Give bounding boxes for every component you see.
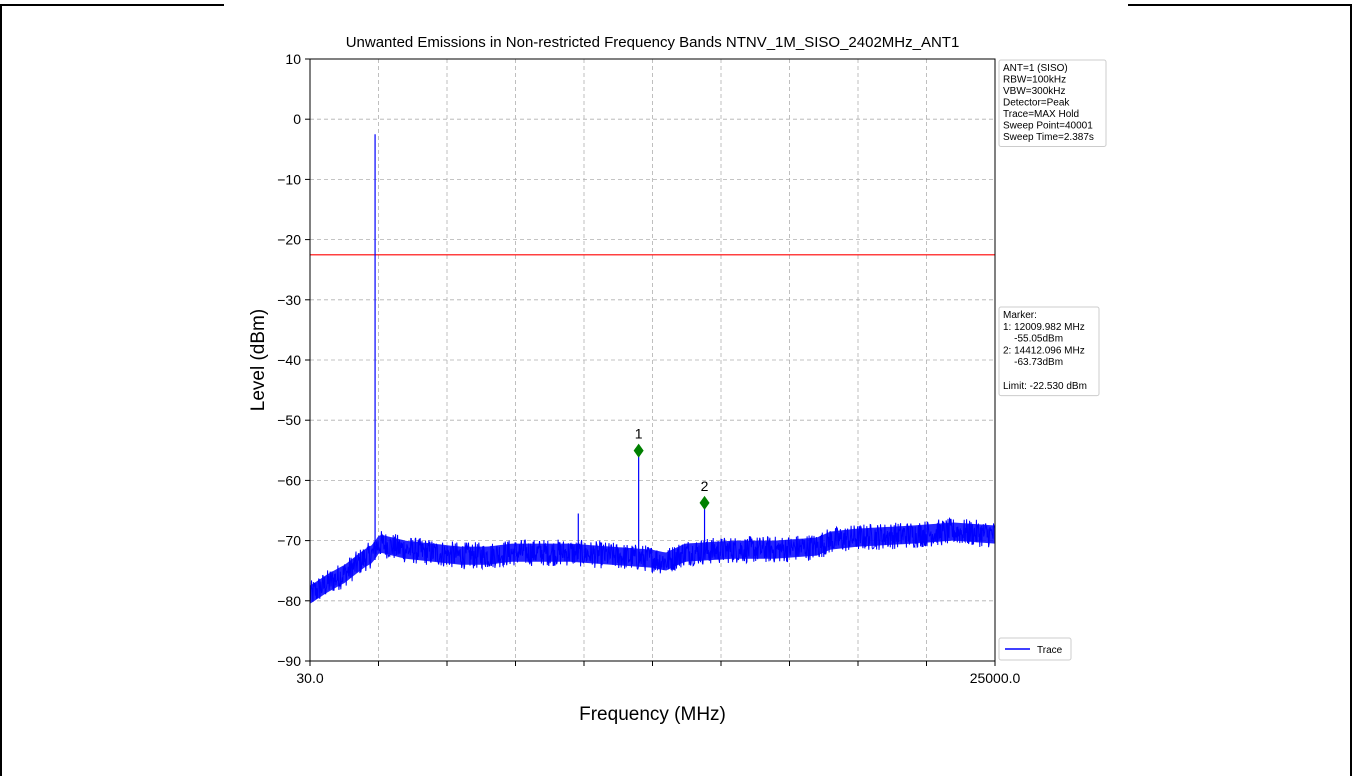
marker-diamond: [633, 443, 644, 458]
y-tick-label: −70: [277, 533, 301, 549]
marker-box-line: Limit: -22.530 dBm: [1003, 381, 1087, 392]
grid: [310, 59, 995, 661]
legend-frame: [998, 637, 1072, 661]
marker-box-frame: [998, 306, 1100, 397]
info-box-line: VBW=300kHz: [1003, 86, 1066, 97]
y-tick-label: −30: [277, 292, 301, 308]
info-box-line: Sweep Point=40001: [1003, 121, 1093, 132]
marker-label: 1: [635, 426, 643, 442]
trace-group: [309, 134, 996, 604]
x-axis-ticks: 30.0 25000.0: [296, 661, 1021, 686]
info-box-line: Trace=MAX Hold: [1003, 109, 1079, 120]
info-box-line: RBW=100kHz: [1003, 75, 1066, 86]
y-axis-label: Level (dBm): [248, 309, 269, 411]
y-tick-label: −60: [277, 472, 301, 488]
y-tick-label: −20: [277, 232, 301, 248]
y-axis-ticks: 10 0 −10 −20 −30 −40 −50 −60 −70 −80 −90: [277, 51, 310, 669]
marker-label: 2: [701, 478, 709, 494]
x-tick-label: 30.0: [296, 670, 323, 686]
marker-diamond: [699, 495, 710, 510]
frame-line-left: [0, 4, 2, 776]
x-axis-label: Frequency (MHz): [579, 704, 726, 725]
y-tick-label: −80: [277, 593, 301, 609]
info-box-line: ANT=1 (SISO): [1003, 63, 1068, 74]
y-tick-label: −10: [277, 171, 301, 187]
info-box-line: Detector=Peak: [1003, 98, 1070, 109]
frame-line-top-right: [1128, 4, 1352, 6]
marker-box-line: 1: 12009.982 MHz: [1003, 322, 1085, 333]
settings-info-box: ANT=1 (SISO)RBW=100kHzVBW=300kHzDetector…: [998, 59, 1107, 147]
y-tick-label: −40: [277, 352, 301, 368]
x-tick-label: 25000.0: [970, 670, 1021, 686]
legend-label-trace: Trace: [1037, 645, 1063, 656]
frame-line-right: [1350, 4, 1352, 776]
marker-box-line: -63.73dBm: [1003, 357, 1063, 368]
marker-box-line: -55.05dBm: [1003, 334, 1063, 345]
y-tick-label: −50: [277, 412, 301, 428]
y-tick-label: 0: [293, 111, 301, 127]
marker-box-line: 2: 14412.096 MHz: [1003, 345, 1085, 356]
y-tick-label: 10: [285, 51, 301, 67]
markers-group: 12: [633, 426, 710, 510]
trace-band: [310, 522, 995, 604]
info-box-frame: [998, 59, 1107, 147]
frame-line-top-left: [0, 4, 224, 6]
legend: Trace: [998, 637, 1072, 661]
chart-title: Unwanted Emissions in Non-restricted Fre…: [346, 34, 960, 51]
info-box-line: Sweep Time=2.387s: [1003, 132, 1094, 143]
marker-box-line: Marker:: [1003, 310, 1037, 321]
y-tick-label: −90: [277, 653, 301, 669]
